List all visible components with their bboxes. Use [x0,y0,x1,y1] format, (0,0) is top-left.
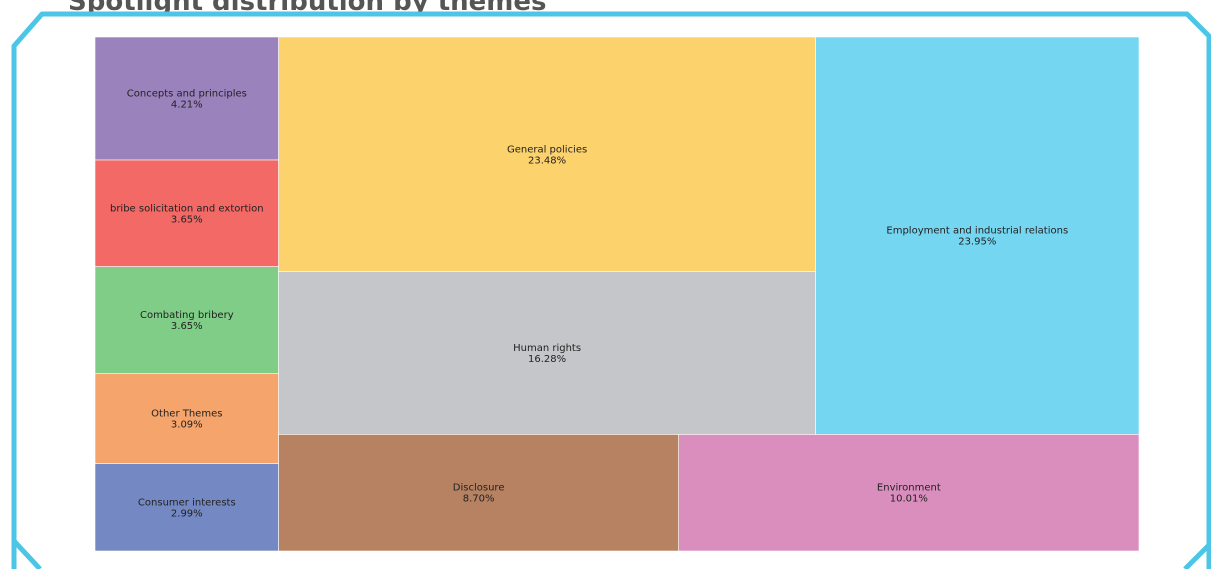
treemap-tile-value: 2.99% [171,508,203,519]
treemap-tile-value: 10.01% [890,494,928,505]
card-frame-corner-bottom-left [12,539,42,569]
treemap-tile-value: 3.65% [171,214,203,225]
treemap-tile-rect [94,36,279,161]
treemap-tile-label: Consumer interests [138,497,236,508]
treemap-tile-employment-and-industrial-relations: Employment and industrial relations23.95… [815,36,1140,435]
treemap-tile-rect [278,36,816,272]
treemap-tile-label: Employment and industrial relations [886,226,1068,237]
treemap-tile-value: 4.21% [171,100,203,111]
treemap-tile-rect [278,271,816,435]
treemap-tile-rect [94,266,279,374]
treemap-tile-label: Concepts and principles [127,89,247,100]
treemap-tile-rect [278,434,679,552]
treemap-tile-value: 23.48% [528,155,566,166]
treemap-tile-label: bribe solicitation and extortion [110,203,264,214]
treemap-tile-label: Environment [877,483,941,494]
treemap-tile-value: 3.09% [171,419,203,430]
card-frame-corner-bottom-right [1183,543,1211,569]
treemap-tile-label: Other Themes [151,408,222,419]
treemap-tile-value: 23.95% [958,237,996,248]
treemap-tile-label: General policies [507,144,587,155]
treemap-tile-value: 16.28% [528,354,566,365]
treemap-tile-label: Disclosure [453,483,505,494]
treemap-tile-rect [94,463,279,552]
treemap-tile-label: Combating bribery [140,310,234,321]
card-frame-border [11,11,1211,569]
treemap-tile-label: Human rights [513,343,581,354]
treemap-tile-value: 3.65% [171,321,203,332]
treemap-tile-value: 8.70% [463,494,495,505]
treemap-tile-rect [678,434,1140,552]
treemap-tile-rect [815,36,1140,435]
